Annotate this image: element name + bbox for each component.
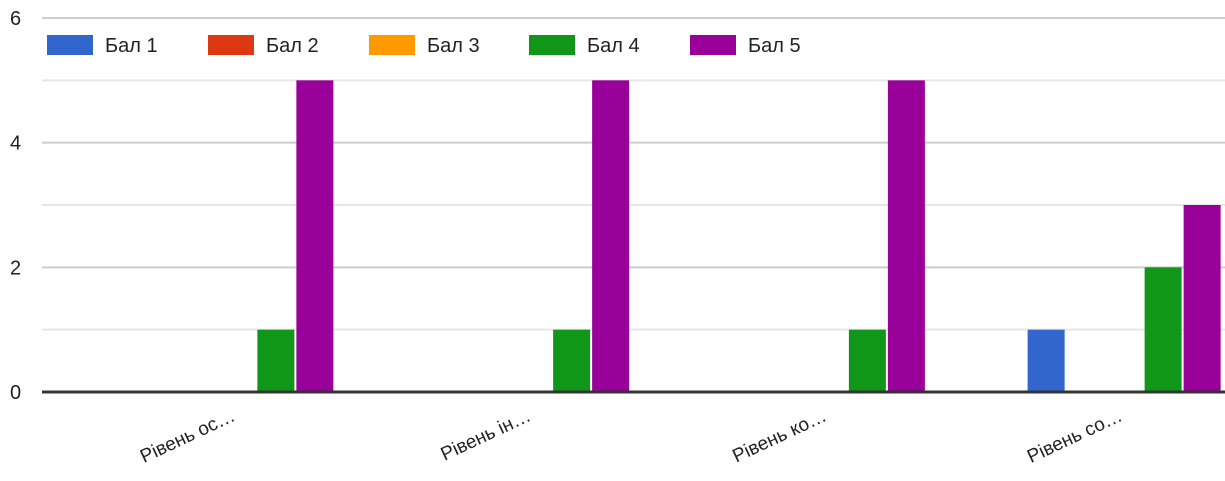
y-tick-label: 4	[10, 133, 21, 155]
bar-бал-5-cat-2	[592, 80, 630, 392]
gridlines	[42, 17, 1225, 331]
legend-swatch	[369, 35, 415, 55]
bars	[257, 80, 1221, 392]
y-tick-label: 2	[10, 257, 21, 279]
bar-бал-4-cat-4	[1144, 267, 1182, 392]
y-axis-ticks: 0 2 4 6	[10, 8, 21, 404]
y-tick-label: 6	[10, 8, 21, 30]
bar-бал-5-cat-1	[296, 80, 334, 392]
x-axis-labels: Рівень ос… Рівень ін… Рівень ко… Рівень со…	[137, 405, 1126, 467]
legend-swatch	[529, 35, 575, 55]
legend-label: Бал 2	[266, 35, 319, 57]
x-category-label: Рівень со…	[1024, 405, 1126, 467]
x-category-label: Рівень ін…	[438, 405, 535, 465]
bar-бал-5-cat-3	[887, 80, 925, 392]
legend: Бал 1 Бал 2 Бал 3 Бал 4 Бал 5	[47, 35, 801, 57]
legend-swatch	[47, 35, 93, 55]
bar-бал-4-cat-2	[553, 329, 591, 392]
bar-бал-1-cat-4	[1027, 329, 1065, 392]
legend-swatch	[208, 35, 254, 55]
bar-бал-4-cat-1	[257, 329, 295, 392]
legend-label: Бал 3	[427, 35, 480, 57]
y-tick-label: 0	[10, 382, 21, 404]
legend-label: Бал 1	[105, 35, 158, 57]
x-category-label: Рівень ос…	[137, 405, 238, 467]
bar-бал-5-cat-4	[1183, 205, 1221, 392]
legend-label: Бал 4	[587, 35, 640, 57]
bar-бал-4-cat-3	[848, 329, 886, 392]
x-category-label: Рівень ко…	[729, 405, 830, 467]
legend-label: Бал 5	[748, 35, 801, 57]
legend-swatch	[690, 35, 736, 55]
